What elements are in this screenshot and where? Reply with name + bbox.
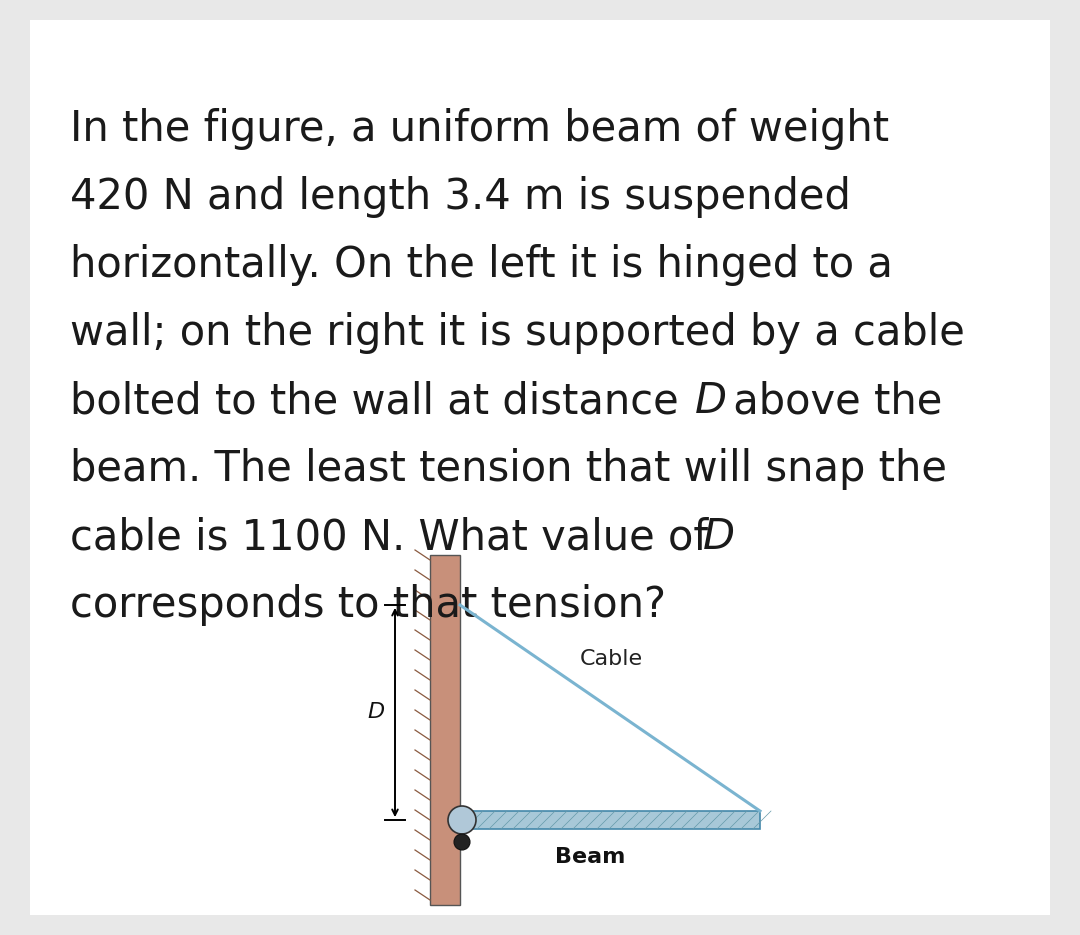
Text: beam. The least tension that will snap the: beam. The least tension that will snap t… [70,448,947,490]
Text: 420 N and length 3.4 m is suspended: 420 N and length 3.4 m is suspended [70,176,851,218]
Bar [430,555,460,905]
Text: Beam: Beam [555,847,625,867]
Bar [460,811,760,829]
Text: corresponds to that tension?: corresponds to that tension? [70,584,666,626]
Text: above the: above the [720,380,943,422]
Circle shape [448,806,476,834]
Text: D: D [703,516,735,558]
Text: horizontally. On the left it is hinged to a: horizontally. On the left it is hinged t… [70,244,893,286]
Text: D: D [367,702,384,723]
Text: D: D [696,380,727,422]
Circle shape [454,834,470,850]
Text: Cable: Cable [580,649,643,669]
Text: wall; on the right it is supported by a cable: wall; on the right it is supported by a … [70,312,964,354]
Text: cable is 1100 N. What value of: cable is 1100 N. What value of [70,516,721,558]
Text: In the figure, a uniform beam of weight: In the figure, a uniform beam of weight [70,108,889,150]
Text: bolted to the wall at distance: bolted to the wall at distance [70,380,692,422]
FancyBboxPatch shape [30,20,1050,915]
